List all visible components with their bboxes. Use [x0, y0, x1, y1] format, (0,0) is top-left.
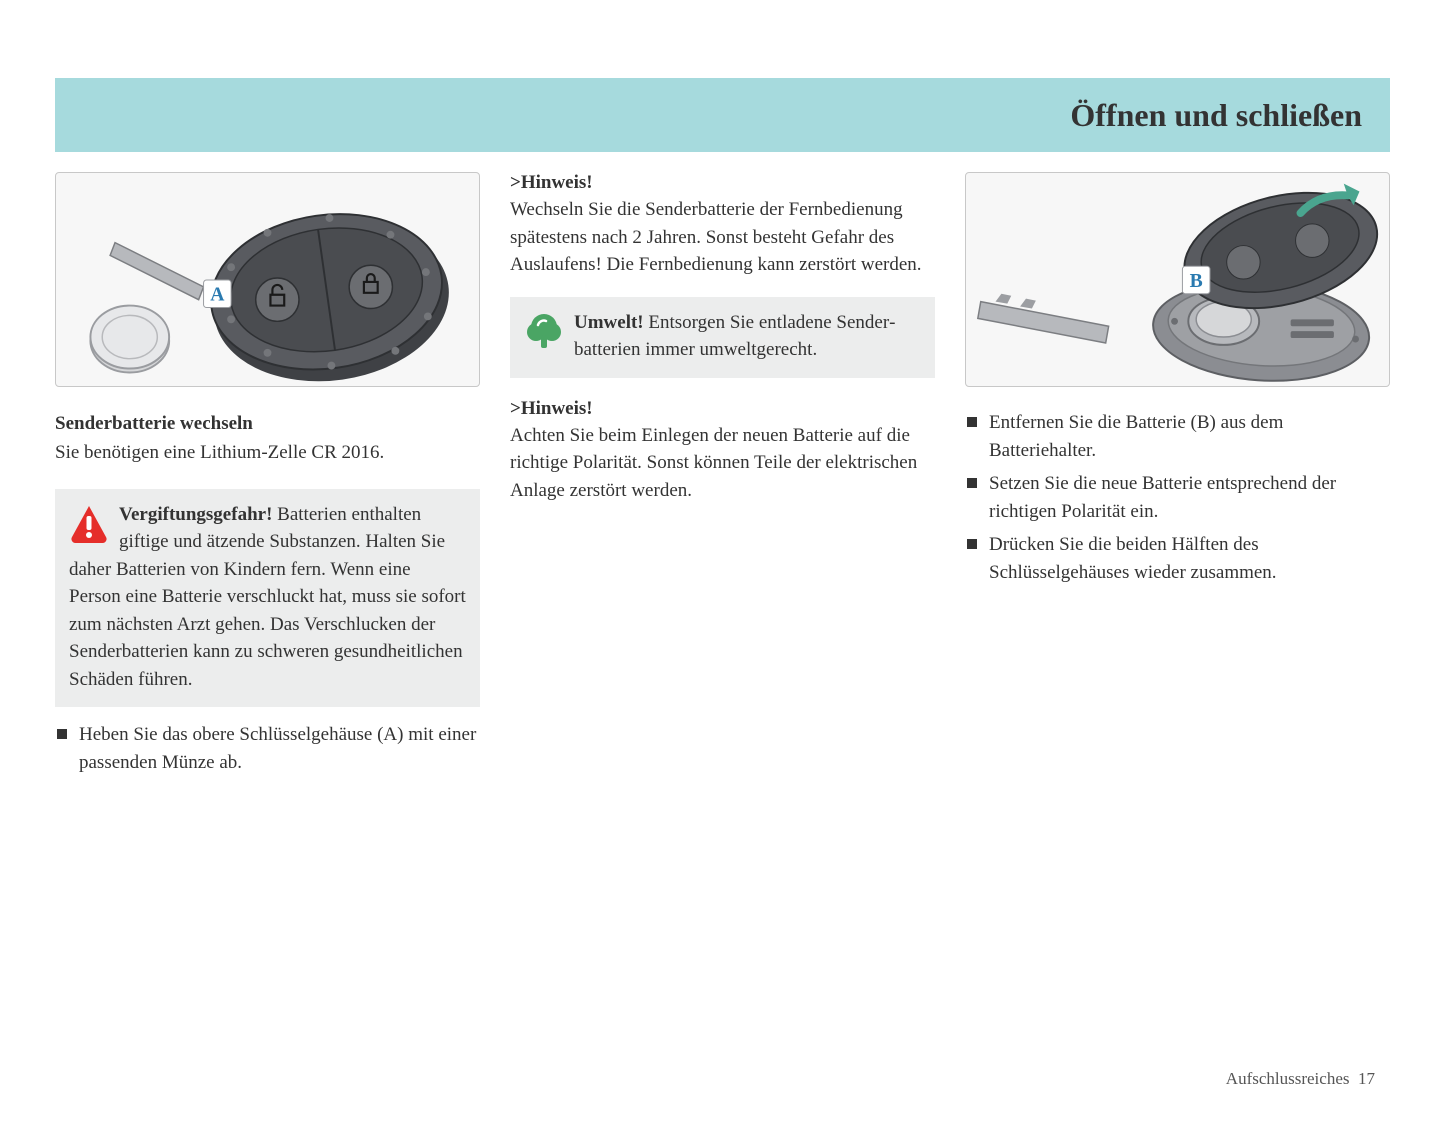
warning-icon — [69, 503, 109, 543]
warning-title: Vergiftungsgefahr! — [119, 504, 272, 525]
hinweis-1-title: >Hinweis! — [510, 172, 935, 194]
column-2: >Hinweis! Wechseln Sie die Senderbatteri… — [510, 172, 935, 782]
steps-list-1: Heben Sie das obere Schlüsselgehäuse (A)… — [55, 721, 480, 776]
list-item: Entfernen Sie die Batterie (B) aus dem B… — [965, 409, 1390, 464]
list-item: Drücken Sie die beiden Hälften des Schlü… — [965, 531, 1390, 586]
list-item: Setzen Sie die neue Batterie entspre­che… — [965, 470, 1390, 525]
page-footer: Aufschlussreiches 17 — [1226, 1069, 1375, 1089]
list-item: Heben Sie das obere Schlüsselgehäuse (A)… — [55, 721, 480, 776]
figure-a: A — [55, 172, 480, 387]
section-subheading: Senderbatterie wechseln — [55, 413, 480, 435]
footer-section: Aufschlussreiches — [1226, 1069, 1350, 1088]
umwelt-callout: Umwelt! Entsorgen Sie entladene Sender­b… — [510, 297, 935, 378]
hinweis-2-title: >Hinweis! — [510, 398, 935, 420]
hinweis-2-body: Achten Sie beim Einlegen der neuen Bat­t… — [510, 422, 935, 505]
steps-list-3: Entfernen Sie die Batterie (B) aus dem B… — [965, 409, 1390, 586]
hinweis-1-body: Wechseln Sie die Senderbatterie der Fern… — [510, 196, 935, 279]
column-3: B Entfernen Sie die Batterie (B) aus dem… — [965, 172, 1390, 782]
page-title: Öffnen und schließen — [1070, 97, 1362, 134]
intro-text: Sie benötigen eine Lithium-Zelle CR 2016… — [55, 439, 480, 467]
warning-body: Batterien enthalten giftige und ätzende … — [69, 504, 466, 690]
figure-b: B — [965, 172, 1390, 387]
figure-label-a: A — [210, 284, 225, 306]
warning-callout: Vergiftungsgefahr! Batterien enthalten g… — [55, 489, 480, 708]
figure-label-b: B — [1190, 270, 1203, 292]
umwelt-title: Umwelt! — [574, 312, 644, 333]
header-band: Öffnen und schließen — [55, 78, 1390, 152]
content-columns: A Senderbatterie wechseln Sie benötigen … — [55, 172, 1390, 782]
column-1: A Senderbatterie wechseln Sie benötigen … — [55, 172, 480, 782]
footer-page: 17 — [1358, 1069, 1375, 1088]
tree-icon — [524, 311, 564, 351]
